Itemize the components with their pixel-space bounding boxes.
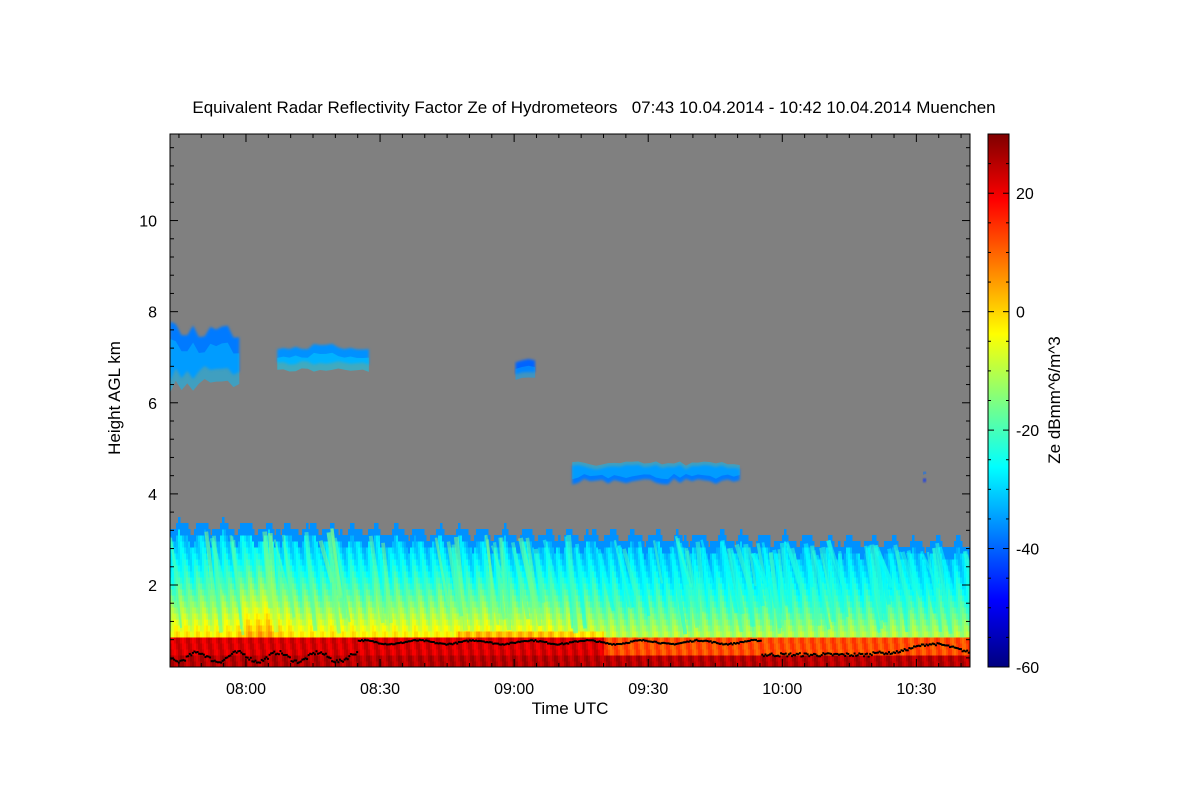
ze-cell [360, 529, 363, 536]
ze-cell [442, 529, 445, 536]
ze-cell [558, 535, 561, 542]
ze-cell [576, 535, 579, 542]
ze-cell [270, 523, 273, 530]
ze-cell [594, 529, 597, 536]
ze-cell [336, 529, 339, 536]
ze-cell [586, 529, 589, 536]
ze-cell [552, 535, 555, 542]
ze-cell [550, 529, 553, 536]
ze-cell [486, 529, 489, 536]
ze-cell [352, 523, 355, 530]
ze-cell [468, 535, 471, 542]
ze-cell [222, 517, 225, 524]
ze-cell [424, 535, 427, 542]
ze-cell [378, 529, 381, 536]
ze-cell [406, 535, 409, 542]
ze-cell [402, 529, 405, 536]
ze-cell [376, 523, 379, 530]
ze-cell [186, 523, 189, 530]
ze-cell [232, 529, 235, 536]
ze-cell [188, 529, 191, 536]
ze-cell [396, 523, 399, 530]
ze-cell [570, 529, 573, 536]
ze-cell [314, 523, 317, 530]
ze-cell [440, 523, 443, 530]
ze-cell [178, 517, 181, 524]
ze-cell [340, 529, 343, 536]
ze-cell [596, 535, 599, 542]
ze-cell [252, 529, 255, 536]
ze-cell [466, 529, 469, 536]
ze-cell [458, 523, 461, 530]
ze-cell [422, 529, 425, 536]
ze-cell [278, 529, 281, 536]
ze-cell [250, 523, 253, 530]
ze-cell [288, 523, 291, 530]
ze-cell [316, 529, 319, 536]
ze-cell [506, 529, 509, 536]
ze-cell [206, 523, 209, 530]
ze-cell [514, 535, 517, 542]
ze-cell [530, 529, 533, 536]
ze-cell [306, 523, 309, 530]
ze-cell [296, 529, 299, 536]
ze-cell [532, 535, 535, 542]
ze-cell [226, 523, 229, 530]
ze-cell [504, 523, 507, 530]
